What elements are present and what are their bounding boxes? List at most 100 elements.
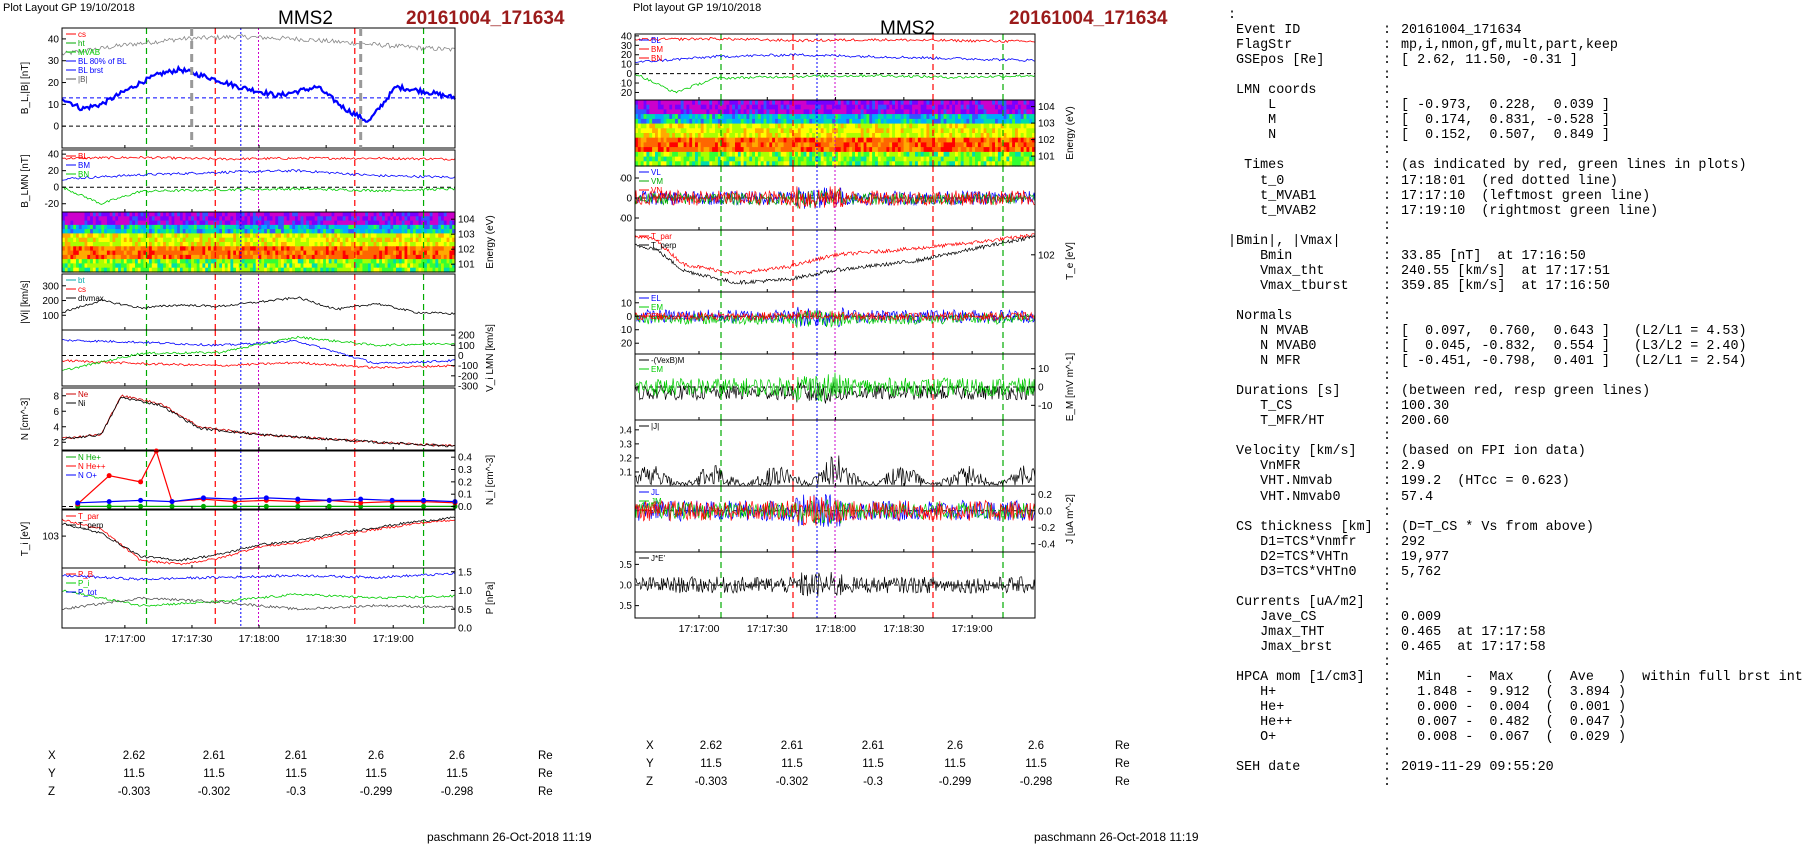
heatmap-cell xyxy=(407,242,411,247)
heatmap-cell xyxy=(937,137,942,143)
heatmap-cell xyxy=(703,123,708,129)
summary-row: Normals: xyxy=(1228,309,1803,324)
heatmap-cell xyxy=(342,246,347,252)
heatmap-cell xyxy=(426,237,431,243)
heatmap-cell xyxy=(840,128,845,134)
heatmap-cell xyxy=(345,216,349,222)
heatmap-cell xyxy=(132,246,136,252)
heatmap-cell xyxy=(84,212,88,217)
heatmap-cell xyxy=(903,118,908,125)
heatmap-cell xyxy=(857,118,862,125)
heatmap-cell xyxy=(1026,123,1030,129)
heatmap-cell xyxy=(672,147,676,153)
heatmap-cell xyxy=(937,100,942,106)
y-tick-label: 100 xyxy=(42,311,59,322)
heatmap-cell xyxy=(677,100,682,106)
heatmap-cell xyxy=(957,118,962,125)
heatmap-cell xyxy=(846,123,850,129)
heatmap-cell xyxy=(193,233,198,239)
heatmap-cell xyxy=(266,263,271,269)
heatmap-cell xyxy=(160,259,164,264)
heatmap-cell xyxy=(196,250,201,256)
heatmap-cell xyxy=(339,212,344,217)
heatmap-cell xyxy=(723,161,728,167)
heatmap-cell xyxy=(860,147,865,153)
heatmap-cell xyxy=(323,216,327,222)
heatmap-cell xyxy=(949,137,953,143)
heatmap-cell xyxy=(852,161,856,167)
heatmap-cell xyxy=(840,142,845,148)
heatmap-cell xyxy=(323,263,327,269)
heatmap-cell xyxy=(792,151,796,158)
heatmap-cell xyxy=(328,250,333,256)
heatmap-cell xyxy=(809,137,813,143)
heatmap-cell xyxy=(252,259,257,264)
heatmap-cell xyxy=(1029,128,1033,134)
heatmap-cell xyxy=(368,259,372,264)
heatmap-cell xyxy=(345,233,349,239)
heatmap-cell xyxy=(317,246,321,252)
heatmap-cell xyxy=(646,133,650,139)
heatmap-cell xyxy=(379,220,383,226)
heatmap-cell xyxy=(412,220,417,226)
heatmap-cell xyxy=(772,109,776,115)
heatmap-cell xyxy=(289,242,293,247)
heatmap-cell xyxy=(957,100,962,106)
heatmap-cell xyxy=(666,156,670,162)
heatmap-cell xyxy=(351,237,355,243)
heatmap-cell xyxy=(191,220,195,226)
heatmap-cell xyxy=(345,246,349,252)
heatmap-cell xyxy=(98,246,102,252)
heatmap-cell xyxy=(306,246,310,252)
heatmap-cell xyxy=(210,254,215,260)
heatmap-cell xyxy=(188,233,192,239)
heatmap-cell xyxy=(855,133,859,139)
heatmap-cell xyxy=(717,128,722,134)
heatmap-cell xyxy=(923,142,928,148)
heatmap-cell xyxy=(306,250,310,256)
heatmap-cell xyxy=(706,156,710,162)
heatmap-cell xyxy=(697,156,702,162)
heatmap-cell xyxy=(426,242,431,247)
heatmap-cell xyxy=(866,100,870,106)
heatmap-cell xyxy=(81,224,86,230)
heatmap-cell xyxy=(709,142,713,148)
pos-value: 2.62 xyxy=(122,750,146,762)
heatmap-cell xyxy=(149,229,153,234)
pos-value: 11.5 xyxy=(365,768,387,780)
heatmap-cell xyxy=(219,216,223,222)
heatmap-cell xyxy=(196,267,201,273)
heatmap-cell xyxy=(163,233,167,239)
heatmap-cell xyxy=(244,212,248,217)
heatmap-cell xyxy=(712,161,716,167)
heatmap-cell xyxy=(740,128,745,134)
heatmap-cell xyxy=(652,128,656,134)
pos-label: Y xyxy=(646,758,654,770)
heatmap-cell xyxy=(410,246,414,252)
heatmap-cell xyxy=(1032,104,1036,110)
heatmap-cell xyxy=(261,263,265,269)
heatmap-cell xyxy=(926,114,930,120)
heatmap-cell xyxy=(132,250,136,256)
heatmap-cell xyxy=(401,212,406,217)
heatmap-cell xyxy=(337,224,341,230)
heatmap-cell xyxy=(686,147,690,153)
heatmap-cell xyxy=(407,212,411,217)
heatmap-cell xyxy=(95,254,100,260)
heatmap-cell xyxy=(657,142,662,148)
heatmap-cell xyxy=(849,147,853,153)
heatmap-cell xyxy=(955,156,959,162)
heatmap-cell xyxy=(963,100,968,106)
heatmap-cell xyxy=(997,123,1002,129)
heatmap-cell xyxy=(1023,137,1028,143)
heatmap-cell xyxy=(926,156,930,162)
heatmap-cell xyxy=(1006,147,1010,153)
heatmap-cell xyxy=(177,259,181,264)
heatmap-cell xyxy=(396,237,400,243)
heatmap-cell xyxy=(424,216,428,222)
heatmap-cell xyxy=(1023,147,1028,153)
heatmap-cell xyxy=(126,242,130,247)
heatmap-cell xyxy=(222,254,226,260)
heatmap-cell xyxy=(835,142,839,148)
heatmap-cell xyxy=(640,104,645,110)
